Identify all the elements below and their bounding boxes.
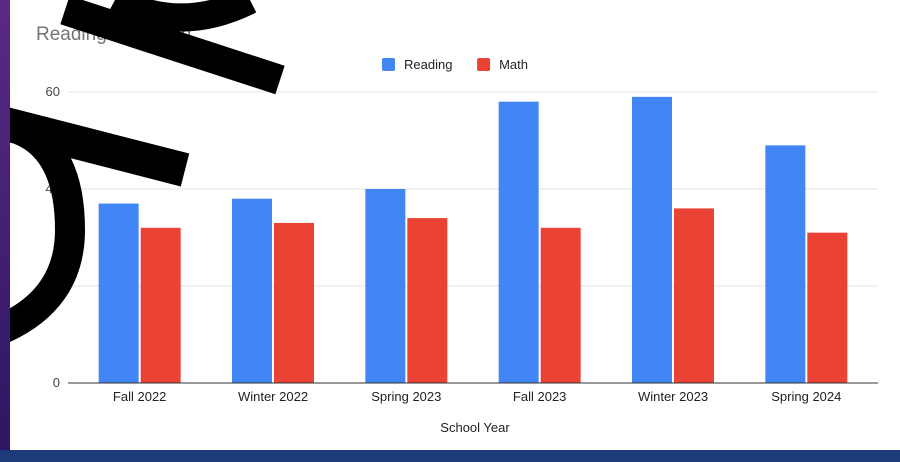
bar-math (540, 227, 581, 383)
x-tick-label: Winter 2022 (238, 389, 308, 404)
legend-swatch-math (477, 58, 491, 71)
legend: Reading Math (382, 57, 528, 72)
x-axis-ticks: Fall 2022 Winter 2022 Spring 2023 Fall 2023… (113, 389, 841, 404)
decorative-stroke-diagonal (60, 0, 285, 95)
bar-math (274, 222, 314, 383)
bar-reading (632, 96, 672, 383)
bar-reading (365, 189, 406, 383)
x-axis-title: School Year (440, 420, 510, 435)
bar-reading (98, 203, 139, 383)
bars (98, 96, 848, 383)
bar-reading (498, 101, 539, 383)
legend-swatch-reading (382, 58, 395, 71)
x-tick-label: Fall 2023 (513, 389, 566, 404)
bar-math (807, 232, 848, 383)
x-tick-label: Spring 2024 (771, 389, 841, 404)
y-tick-label: 60 (46, 84, 60, 99)
slide-footer-strip (0, 450, 900, 462)
y-tick-label: 0 (53, 375, 60, 390)
decorative-stroke-hook (10, 116, 86, 342)
bar-math (407, 218, 448, 383)
decorative-stroke-arc (108, 0, 257, 32)
gridlines (68, 91, 878, 287)
x-tick-label: Fall 2022 (113, 389, 166, 404)
bar-math (140, 227, 181, 383)
decorative-overlay (10, 0, 285, 342)
x-tick-label: Spring 2023 (371, 389, 441, 404)
chart-card: 0 20 40 60 Fall 2022 Winter 2022 Spring 2023 F… (10, 0, 900, 450)
bar-math (674, 208, 714, 383)
x-tick-label: Winter 2023 (638, 389, 708, 404)
legend-label-reading: Reading (404, 57, 452, 72)
bar-reading (232, 198, 272, 383)
legend-label-math: Math (499, 57, 528, 72)
bar-reading (765, 145, 806, 383)
